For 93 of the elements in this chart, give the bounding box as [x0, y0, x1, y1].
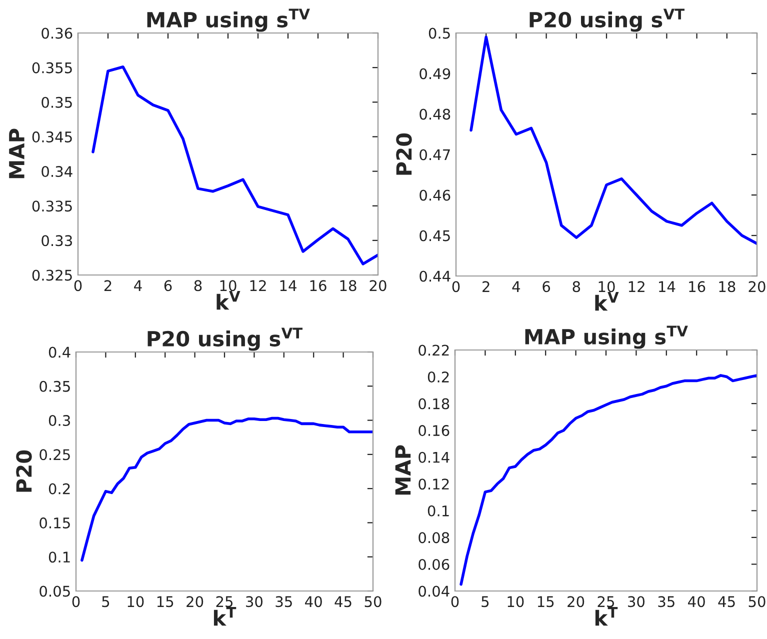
line-series: [92, 65, 378, 266]
chart-title: P20 using s$^{VT}$: [148, 328, 302, 351]
x-tick-label: 45: [334, 596, 352, 608]
y-tick-label: 0.35: [42, 96, 72, 108]
line-series: [470, 36, 757, 245]
x-tick-label: 45: [718, 596, 735, 608]
x-tick-label: 35: [276, 596, 292, 608]
x-tick-label: 25: [216, 596, 233, 608]
y-axis-title: MAP: [9, 128, 24, 178]
y-tick-label: 0.22: [418, 344, 449, 356]
x-tick-label: 16: [310, 280, 326, 292]
y-axis-title: P20: [396, 133, 412, 175]
x-tick-label: 5: [482, 596, 489, 608]
y-tick-label: 0.4: [48, 346, 70, 358]
x-tick-label: 2: [482, 281, 490, 292]
y-tick-label: 0.35: [40, 380, 70, 392]
y-tick-label: 0.04: [418, 586, 450, 597]
y-tick-label: 0.36: [42, 28, 72, 39]
y-tick-label: 0.335: [32, 200, 72, 212]
y-tick-label: 0.345: [32, 131, 72, 142]
x-tick-label: 15: [157, 596, 174, 608]
x-tick-label: 0: [72, 596, 80, 608]
y-tick-label: 0.08: [418, 532, 450, 544]
y-tick-label: 0.325: [32, 270, 72, 281]
x-tick-label: 20: [186, 596, 204, 608]
chart-title: P20 using s$^{VT}$: [530, 8, 684, 32]
x-tick-label: 12: [628, 281, 644, 292]
x-tick-label: 14: [280, 280, 296, 291]
y-tick-label: 0.06: [418, 558, 450, 570]
x-tick-label: 40: [688, 596, 705, 608]
x-tick-label: 20: [748, 281, 766, 292]
y-tick-label: 0.14: [418, 452, 450, 463]
y-tick-label: 0.33: [42, 235, 72, 246]
y-tick-label: 0.05: [40, 586, 70, 597]
y-axis-title: MAP: [395, 445, 411, 495]
x-axis-title: k$^{V}$: [595, 292, 619, 311]
x-tick-label: 18: [340, 280, 356, 292]
y-tick-label: 0.355: [32, 62, 72, 74]
y-tick-label: 0.1: [48, 552, 70, 563]
y-tick-label: 0.15: [40, 517, 70, 528]
y-tick-label: 0.2: [48, 483, 70, 494]
x-tick-label: 5: [102, 596, 110, 608]
x-tick-label: 40: [305, 596, 322, 608]
y-tick-label: 0.46: [420, 190, 450, 201]
x-tick-label: 12: [250, 280, 266, 291]
x-tick-label: 18: [719, 281, 736, 292]
x-axis-title: k$^{T}$: [214, 607, 236, 626]
x-tick-label: 8: [572, 281, 580, 292]
chart-title: MAP using s$^{TV}$: [525, 326, 688, 349]
y-tick-label: 0.2: [428, 371, 449, 383]
x-tick-label: 10: [508, 596, 524, 608]
y-tick-label: 0.25: [40, 449, 70, 460]
y-tick-label: 0.49: [420, 68, 450, 80]
x-tick-label: 30: [246, 596, 263, 608]
x-tick-label: 20: [370, 280, 386, 292]
x-tick-label: 15: [538, 596, 554, 608]
x-tick-label: 16: [689, 281, 706, 292]
y-tick-label: 0.1: [428, 505, 449, 516]
x-tick-label: 2: [104, 280, 112, 291]
x-tick-label: 10: [598, 281, 615, 292]
x-tick-label: 4: [134, 280, 142, 291]
x-axis-title: k$^{T}$: [595, 607, 618, 626]
y-tick-label: 0.47: [420, 149, 450, 160]
y-tick-label: 0.16: [418, 425, 450, 436]
x-tick-label: 30: [628, 596, 645, 608]
x-tick-label: 4: [512, 281, 520, 292]
y-tick-label: 0.48: [420, 108, 450, 120]
y-tick-label: 0.12: [418, 478, 449, 490]
x-tick-label: 6: [542, 281, 550, 292]
chart-title: MAP using s$^{TV}$: [147, 8, 310, 32]
x-tick-label: 10: [128, 596, 144, 608]
x-tick-label: 14: [659, 281, 676, 292]
y-tick-label: 0.44: [420, 270, 450, 282]
x-tick-label: 25: [598, 596, 614, 608]
x-tick-label: 20: [568, 596, 584, 608]
y-tick-label: 0.18: [418, 398, 450, 410]
x-tick-label: 50: [748, 596, 766, 608]
y-tick-label: 0.45: [420, 230, 450, 242]
y-tick-label: 0.5: [428, 28, 450, 39]
x-tick-label: 0: [452, 281, 460, 292]
line-series: [460, 374, 757, 586]
x-tick-label: 50: [364, 596, 382, 608]
x-tick-label: 10: [220, 280, 236, 292]
y-axis-title: P20: [16, 450, 32, 492]
line-series: [80, 416, 373, 562]
y-tick-label: 0.34: [42, 166, 72, 178]
x-tick-label: 35: [658, 596, 674, 608]
y-tick-label: 0.3: [48, 415, 70, 426]
x-tick-label: 6: [164, 280, 172, 292]
x-tick-label: 8: [194, 280, 202, 292]
x-axis-title: k$^{V}$: [216, 291, 240, 310]
x-tick-label: 0: [74, 280, 82, 292]
x-tick-label: 0: [451, 596, 459, 608]
